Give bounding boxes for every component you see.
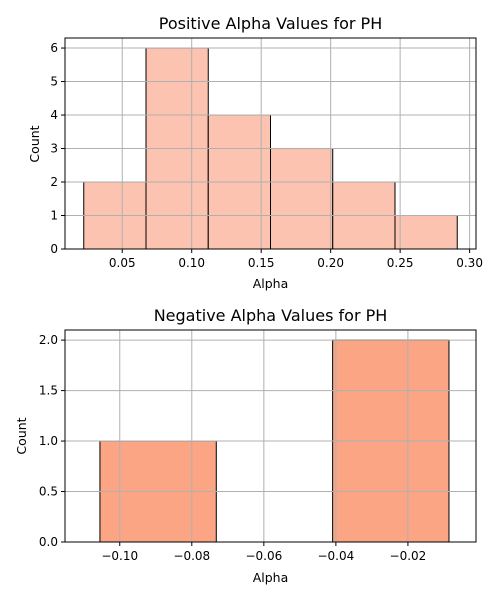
negative-alpha-histogram: Negative Alpha Values for PH Alpha Count…: [14, 306, 477, 585]
x-tick-label-2: −0.06: [245, 549, 282, 563]
y-tick-label-4: 2.0: [39, 333, 58, 347]
y-tick-label-1: 0.5: [39, 485, 58, 499]
y-tick-label-3: 1.5: [39, 384, 58, 398]
y-axis-label: Count: [27, 125, 42, 162]
y-tick-label-3: 3: [50, 142, 58, 156]
x-tick-label-3: 0.20: [317, 256, 344, 270]
y-tick-label-0: 0.0: [39, 535, 58, 549]
x-tick-label-4: 0.25: [387, 256, 414, 270]
x-tick-label-1: 0.10: [178, 256, 205, 270]
x-tick-label-0: 0.05: [109, 256, 136, 270]
x-tick-label-1: −0.08: [173, 549, 210, 563]
y-axis-label: Count: [14, 417, 29, 454]
y-tick-label-2: 1.0: [39, 434, 58, 448]
plot-frame: [64, 329, 477, 543]
y-tick-label-5: 5: [50, 75, 58, 89]
x-tick-label-4: −0.02: [390, 549, 427, 563]
x-axis-label: Alpha: [253, 276, 289, 291]
positive-alpha-histogram: Positive Alpha Values for PH Alpha Count…: [27, 14, 483, 291]
histogram-bar-3: [270, 148, 334, 250]
histogram-bar-5: [394, 215, 458, 250]
plot-frame: [64, 37, 477, 250]
y-tick-label-2: 2: [50, 175, 58, 189]
chart-title: Positive Alpha Values for PH: [159, 14, 382, 33]
y-tick-label-6: 6: [50, 41, 58, 55]
x-tick-label-2: 0.15: [248, 256, 275, 270]
x-tick-label-3: −0.04: [317, 549, 354, 563]
x-axis-label: Alpha: [253, 570, 289, 585]
x-tick-label-5: 0.30: [456, 256, 483, 270]
y-tick-label-4: 4: [50, 108, 58, 122]
chart-title: Negative Alpha Values for PH: [154, 306, 388, 325]
x-tick-label-0: −0.10: [101, 549, 138, 563]
y-tick-label-1: 1: [50, 209, 58, 223]
y-tick-label-0: 0: [50, 242, 58, 256]
